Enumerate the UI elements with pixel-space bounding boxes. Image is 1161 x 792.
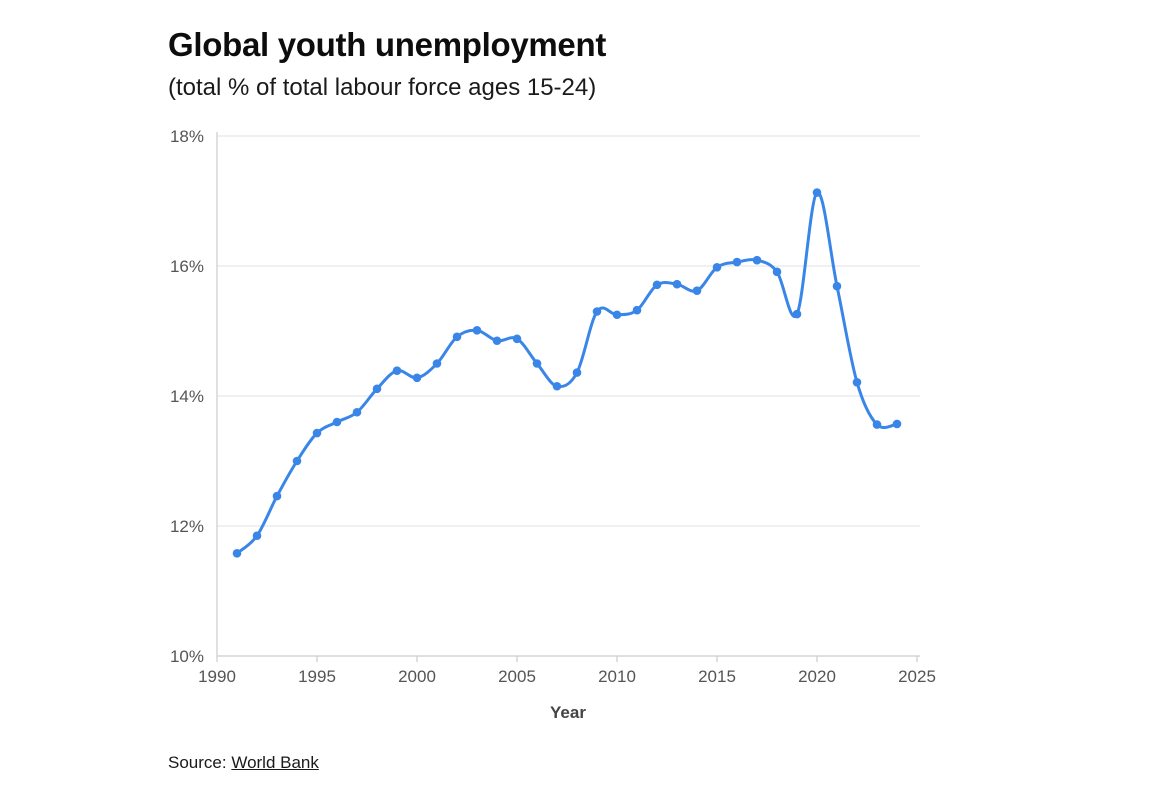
y-tick-label: 10%	[170, 647, 204, 666]
data-point	[652, 280, 662, 290]
x-axis-label: Year	[550, 703, 586, 722]
data-point	[812, 188, 822, 197]
grid-lines	[217, 135, 920, 527]
data-point	[732, 257, 742, 267]
y-tick-label: 14%	[170, 387, 204, 406]
data-point	[392, 366, 402, 375]
data-point	[792, 309, 802, 319]
data-point	[512, 334, 522, 344]
data-point	[372, 384, 382, 394]
x-tick-label: 2005	[498, 667, 536, 686]
axes	[216, 132, 920, 662]
data-point	[552, 381, 562, 391]
chart-subtitle: (total % of total labour force ages 15-2…	[168, 74, 597, 101]
data-point	[352, 407, 362, 417]
tick-labels: 10% 12% 14% 16% 18% 1990 1995 2000 2005 2010 2015 2…	[170, 127, 936, 686]
y-tick-label: 16%	[170, 257, 204, 276]
y-tick-label: 18%	[170, 127, 204, 146]
data-point	[592, 307, 602, 316]
data-point	[672, 279, 682, 289]
x-tick-label: 2000	[398, 667, 436, 686]
series	[232, 188, 902, 558]
y-tick-label: 12%	[170, 517, 204, 536]
data-point	[632, 305, 642, 315]
x-tick-label: 2025	[898, 667, 936, 686]
data-point	[452, 332, 462, 342]
data-point	[692, 286, 702, 296]
data-point	[252, 531, 262, 541]
data-point	[572, 368, 582, 377]
data-point	[872, 420, 882, 429]
source-link[interactable]: World Bank	[231, 753, 319, 772]
x-tick-label: 2010	[598, 667, 636, 686]
data-point	[712, 263, 722, 272]
data-point	[892, 419, 902, 429]
data-point	[492, 336, 502, 346]
data-point	[332, 417, 342, 427]
data-point	[752, 255, 762, 265]
chart-title: Global youth unemployment	[168, 26, 607, 63]
source-prefix: Source:	[168, 753, 227, 772]
data-point	[472, 326, 482, 335]
x-tick-label: 1990	[198, 667, 236, 686]
x-tick-label: 2020	[798, 667, 836, 686]
data-point	[612, 310, 622, 320]
data-point	[432, 359, 442, 368]
data-point	[852, 378, 862, 387]
data-point	[272, 491, 282, 501]
data-point	[292, 456, 302, 466]
data-point	[772, 267, 782, 277]
data-point	[532, 359, 542, 368]
x-tick-label: 2015	[698, 667, 736, 686]
source-note: Source: World Bank	[168, 753, 319, 773]
data-point	[412, 373, 422, 383]
series-line	[235, 191, 899, 555]
data-point	[312, 428, 322, 438]
data-point	[232, 549, 242, 558]
x-tick-label: 1995	[298, 667, 336, 686]
data-point	[832, 281, 842, 291]
